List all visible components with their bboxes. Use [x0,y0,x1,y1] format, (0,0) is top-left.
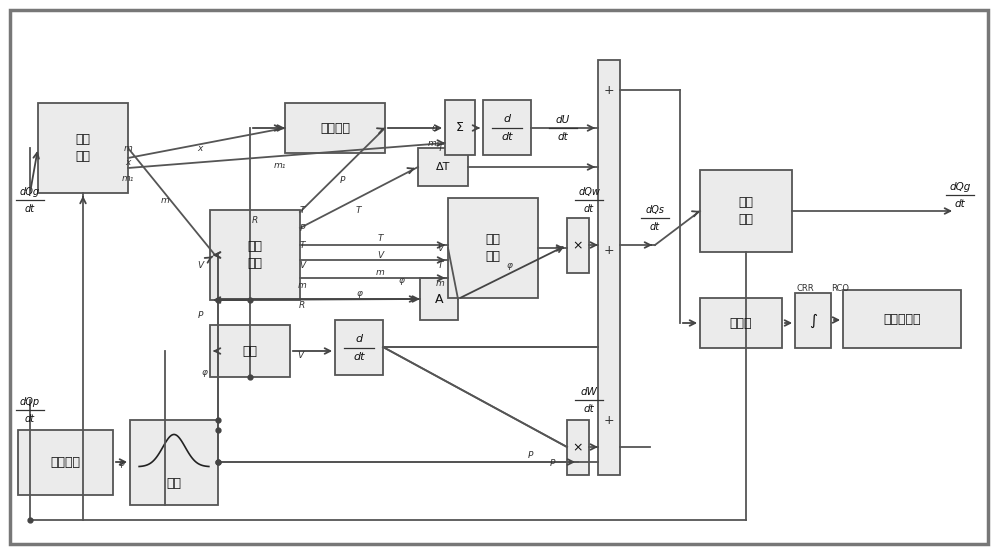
Text: V: V [297,350,303,360]
Text: T: T [299,241,305,250]
Text: T: T [437,261,443,270]
Bar [210,325,290,377]
Text: d: d [503,114,511,124]
Bar [567,218,589,273]
Text: 体积: 体积 [243,345,258,358]
Text: m: m [298,280,306,290]
Text: m₁: m₁ [274,161,286,170]
Bar [335,320,383,375]
Text: dQs: dQs [646,205,664,215]
Text: dQg: dQg [949,182,971,192]
Text: +: + [604,414,614,426]
Text: dU: dU [556,115,570,125]
Text: dt: dt [25,204,35,214]
Text: dt: dt [353,353,365,363]
Text: Σ: Σ [456,121,464,134]
Text: 导热
系数: 导热 系数 [486,233,501,263]
Bar [700,298,782,348]
Text: dt: dt [955,199,965,209]
Text: R: R [252,216,258,225]
Text: φ: φ [399,276,405,285]
Text: V: V [377,251,383,260]
Text: P: P [197,310,203,320]
Bar [445,100,475,155]
Text: φ: φ [507,261,513,270]
Text: dt: dt [584,404,594,414]
Text: u: u [431,123,437,132]
Text: d: d [355,334,363,344]
Bar [18,430,113,495]
Text: T: T [355,206,361,215]
Text: dQg: dQg [20,187,40,197]
Bar [38,103,128,193]
Bar [285,103,385,153]
Text: dQp: dQp [20,397,40,407]
Text: 补充
方程: 补充 方程 [738,196,754,226]
Text: V: V [299,261,305,270]
Text: dt: dt [25,414,35,424]
Text: φ: φ [357,289,363,297]
Text: +: + [604,83,614,97]
Text: ×: × [573,441,583,454]
Text: 质量
守恒: 质量 守恒 [76,133,91,163]
Text: 放热率: 放热率 [730,316,752,330]
Text: m: m [161,196,169,205]
Bar [420,278,458,320]
Text: m: m [124,143,132,152]
Text: 内能计算: 内能计算 [320,122,350,135]
Text: ΔT: ΔT [436,162,450,172]
Text: ×: × [573,239,583,252]
Text: V: V [197,261,203,270]
Text: dQw: dQw [578,187,600,197]
Text: m: m [436,279,444,287]
Text: +: + [604,244,614,256]
Text: dt: dt [558,132,568,142]
Bar [130,420,218,505]
Text: dW: dW [581,387,597,397]
Text: φ: φ [119,459,125,468]
Bar [843,290,961,348]
Text: x: x [197,143,203,152]
Bar [210,210,300,300]
Text: m₁: m₁ [122,173,134,182]
Bar [795,293,831,348]
Text: T: T [437,143,443,152]
Bar [567,420,589,475]
Text: m₁: m₁ [428,138,440,147]
Text: CRR: CRR [796,284,814,292]
Bar [483,100,531,155]
Bar [700,170,792,252]
Text: R: R [299,300,305,310]
Text: P: P [527,450,533,459]
Text: ∫: ∫ [809,313,817,328]
Text: P: P [299,224,305,232]
Text: 压力: 压力 [167,477,182,490]
Bar [448,198,538,298]
Text: 状态
方程: 状态 方程 [248,240,263,270]
Text: T: T [299,206,305,215]
Text: V: V [437,244,443,252]
Text: m: m [376,267,384,276]
Bar [598,60,620,475]
Text: RCO: RCO [831,284,849,292]
Bar [418,148,468,186]
Text: 累积放热量: 累积放热量 [883,312,921,325]
Text: A: A [435,292,443,305]
Text: 曲轴转角: 曲轴转角 [51,456,81,469]
Text: x: x [125,157,131,166]
Text: P: P [339,176,345,185]
Text: P: P [549,459,555,468]
Text: T: T [377,234,383,242]
Text: φ: φ [202,368,208,376]
Text: dt: dt [584,204,594,214]
Text: dt: dt [501,132,513,142]
Text: dt: dt [650,222,660,232]
